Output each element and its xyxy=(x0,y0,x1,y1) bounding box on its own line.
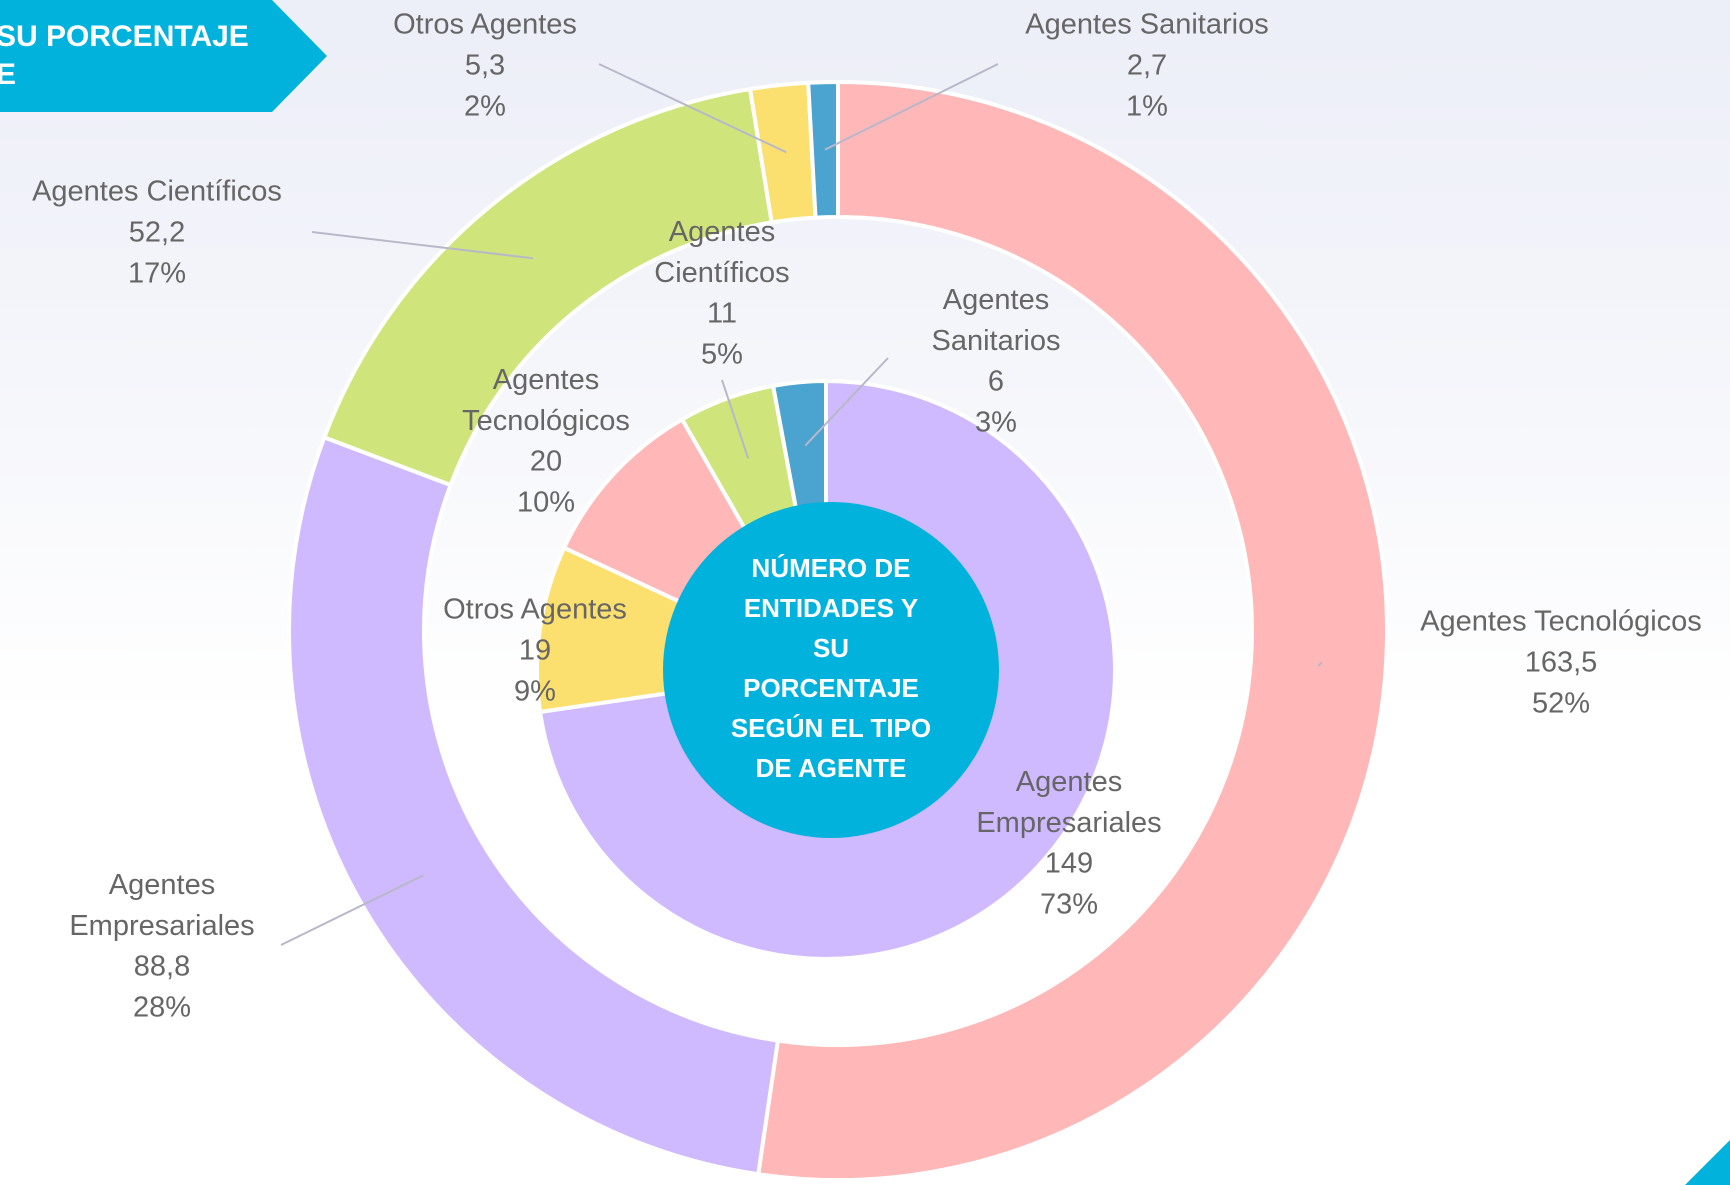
percentage-label: 28% xyxy=(133,992,191,1024)
percentage-label: 1% xyxy=(1126,91,1168,123)
center-title: ENTIDADES Y xyxy=(744,593,918,623)
percentage-label: 17% xyxy=(128,258,186,290)
value-label: 20 xyxy=(530,446,562,478)
category-label: Otros Agentes xyxy=(443,594,627,626)
category-label: Agentes Empresariales xyxy=(976,766,1161,839)
leader-line xyxy=(824,63,999,151)
slice xyxy=(755,79,1389,1182)
slice xyxy=(287,434,781,1177)
leader-line xyxy=(721,379,750,459)
percentage-label: 52% xyxy=(1532,688,1590,720)
leader-line xyxy=(280,874,424,946)
center-title: SEGÚN EL TIPO xyxy=(731,713,931,743)
percentage-label: 10% xyxy=(517,487,575,519)
value-label: 163,5 xyxy=(1525,647,1598,679)
value-label: 5,3 xyxy=(465,50,505,82)
leader-line xyxy=(1317,661,1323,667)
corner-decoration xyxy=(1685,1140,1730,1185)
category-label: Agentes Científicos xyxy=(32,176,282,208)
percentage-label: 2% xyxy=(464,91,506,123)
value-label: 11 xyxy=(707,298,737,330)
value-label: 2,7 xyxy=(1127,50,1167,82)
category-label: Agentes Sanitarios xyxy=(932,284,1061,357)
category-label: Agentes Sanitarios xyxy=(1025,9,1268,41)
center-title: DE AGENTE xyxy=(756,753,907,783)
center-circle xyxy=(663,502,999,838)
value-label: 88,8 xyxy=(134,951,190,983)
banner-text: E xyxy=(0,58,16,91)
category-label: Agentes Empresariales xyxy=(69,869,254,942)
category-label: Agentes Tecnológicos xyxy=(462,364,630,437)
value-label: 19 xyxy=(519,635,551,667)
category-label: Otros Agentes xyxy=(393,9,577,41)
slice xyxy=(806,79,840,220)
value-label: 6 xyxy=(988,366,1004,398)
percentage-label: 3% xyxy=(975,407,1017,439)
category-label: Agentes Científicos xyxy=(654,216,789,289)
value-label: 52,2 xyxy=(129,217,185,249)
leader-line xyxy=(598,63,787,154)
leader-line xyxy=(311,231,534,260)
center-title: NÚMERO DE xyxy=(752,553,911,583)
center-title: PORCENTAJE xyxy=(743,673,919,703)
category-label: Agentes Tecnológicos xyxy=(1420,606,1702,638)
center-title: SU xyxy=(813,633,849,663)
banner xyxy=(0,0,327,112)
value-label: 149 xyxy=(1045,848,1093,880)
percentage-label: 73% xyxy=(1040,889,1098,921)
leader-line xyxy=(804,357,889,447)
percentage-label: 5% xyxy=(701,339,743,371)
banner-text: SU PORCENTAJE xyxy=(0,20,249,53)
percentage-label: 9% xyxy=(514,676,556,708)
